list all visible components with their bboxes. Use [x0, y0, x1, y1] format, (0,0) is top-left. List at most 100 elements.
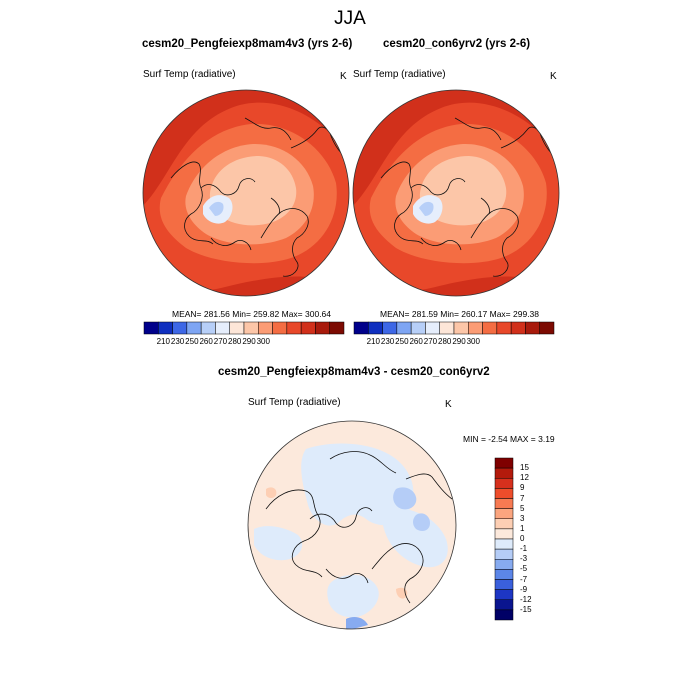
- colorbar-swatch: [229, 321, 245, 335]
- colorbar-tick-label: 1: [520, 523, 525, 533]
- colorbar-tick-label: 300: [466, 337, 480, 346]
- right-stats: MEAN= 281.59 Min= 260.17 Max= 299.38: [380, 309, 540, 319]
- colorbar-swatch: [158, 321, 173, 335]
- colorbar-tick-label: 9: [520, 483, 525, 493]
- colorbar-swatch: [494, 478, 514, 489]
- map-boundary: [247, 420, 457, 630]
- colorbar-tick-label: 270: [213, 337, 228, 346]
- diff-cooler-patch: [393, 487, 417, 510]
- map-boundary: [142, 89, 350, 297]
- colorbar-tick-label: 0: [520, 534, 525, 543]
- colorbar-swatch: [453, 321, 469, 335]
- colorbar-swatch: [539, 321, 555, 335]
- coastline-arctic-islands: [200, 178, 256, 196]
- colorbar-tick-label: 15: [520, 463, 529, 473]
- colorbar-tick-label: 5: [520, 503, 525, 513]
- colorbar-swatch: [368, 321, 383, 335]
- left-variable-label: Surf Temp (radiative): [143, 69, 236, 80]
- right-colorbar: [353, 321, 555, 335]
- colorbar-tick-label: -9: [520, 584, 528, 594]
- diff-cool-patch: [301, 443, 414, 526]
- colorbar-swatch: [496, 321, 512, 335]
- left-polar-map: [142, 89, 350, 297]
- colorbar-swatch: [494, 488, 514, 499]
- colorbar-swatch: [494, 579, 514, 590]
- colorbar-swatch: [425, 321, 440, 335]
- diff-cool-patch: [382, 508, 448, 568]
- coastline-americas: [170, 161, 214, 245]
- right-panel-title: cesm20_con6yrv2 (yrs 2-6): [383, 38, 531, 50]
- colorbar-tick-label: 280: [228, 337, 242, 346]
- colorbar-swatch: [200, 321, 216, 335]
- coastline-americas: [265, 489, 323, 578]
- colorbar-tick-label: -12: [520, 594, 532, 604]
- colorbar-swatch: [410, 321, 426, 335]
- colorbar-tick-label: 250: [395, 337, 409, 346]
- colorbar-swatch: [215, 321, 230, 335]
- left-panel-title: cesm20_Pengfeiexp8mam4v3 (yrs 2-6): [142, 38, 353, 50]
- diff-cooler-patch: [413, 513, 430, 531]
- colorbar-swatch: [468, 321, 483, 335]
- colorbar-swatch: [439, 321, 455, 335]
- diff-colorbar: [494, 457, 514, 621]
- colorbar-swatch: [494, 548, 514, 560]
- colorbar-tick-label: -7: [520, 574, 528, 584]
- colorbar-swatch: [494, 569, 514, 580]
- colorbar-swatch: [494, 528, 514, 540]
- diff-units-label: K: [445, 399, 452, 410]
- colorbar-swatch: [143, 321, 159, 335]
- colorbar-tick-label: 300: [256, 337, 270, 346]
- colorbar-swatch: [494, 508, 514, 519]
- left-stats: MEAN= 281.56 Min= 259.82 Max= 300.64: [172, 309, 332, 319]
- coastline-east-siberia: [454, 117, 502, 141]
- coastline-arctic-islands: [309, 507, 373, 528]
- colorbar-swatch: [172, 321, 188, 335]
- colorbar-tick-label: 12: [520, 473, 529, 483]
- colorbar-tick-label: -3: [520, 554, 528, 564]
- colorbar-tick-label: -1: [520, 544, 528, 554]
- colorbar-swatch: [243, 321, 259, 335]
- colorbar-tick-label: 280: [438, 337, 452, 346]
- colorbar-swatch: [353, 321, 369, 335]
- colorbar-swatch: [510, 321, 526, 335]
- coastline-east-siberia: [244, 117, 292, 141]
- left-units-label: K: [340, 71, 347, 82]
- colorbar-tick-label: 290: [242, 337, 256, 346]
- coastline-north-atlantic: [210, 237, 252, 251]
- colorbar-swatch: [494, 599, 514, 611]
- coastline-svalbard: [480, 197, 490, 215]
- diff-cool-patch: [254, 526, 303, 561]
- map-boundary: [352, 89, 560, 297]
- right-variable-label: Surf Temp (radiative): [353, 69, 446, 80]
- map-greenland-core: [419, 201, 434, 216]
- colorbar-swatch: [186, 321, 202, 335]
- colorbar-tick-label: 290: [452, 337, 466, 346]
- figure-title: JJA: [334, 8, 366, 29]
- colorbar-tick-label: 260: [409, 337, 423, 346]
- colorbar-tick-label: 210: [366, 337, 380, 346]
- colorbar-swatch: [382, 321, 398, 335]
- colorbar-swatch: [482, 321, 498, 335]
- diff-polar-map: [247, 420, 457, 630]
- colorbar-swatch: [494, 467, 514, 479]
- coastline-americas: [380, 161, 424, 245]
- colorbar-tick-label: 270: [423, 337, 438, 346]
- diff-variable-label: Surf Temp (radiative): [248, 397, 341, 408]
- colorbar-tick-label: 260: [199, 337, 213, 346]
- colorbar-swatch: [272, 321, 288, 335]
- colorbar-swatch: [315, 321, 330, 335]
- colorbar-swatch: [396, 321, 412, 335]
- right-colorbar-ticks: 210 230 250 260 270 280 290 300: [354, 337, 554, 349]
- coastline-north-atlantic: [420, 237, 462, 251]
- colorbar-swatch: [286, 321, 302, 335]
- map-greenland-core: [209, 201, 224, 216]
- colorbar-swatch: [494, 518, 514, 530]
- coastline-siberia: [290, 126, 348, 159]
- coastline-eurasia-south: [371, 543, 424, 604]
- colorbar-tick-label: 210: [156, 337, 170, 346]
- left-colorbar-ticks: 210 230 250 260 270 280 290 300: [144, 337, 344, 349]
- colorbar-swatch: [525, 321, 540, 335]
- diff-colorbar-ticks: 15 12 9 7 5 3 1 0 -1 -3 -5 -7 -9 -12 -15: [518, 458, 558, 620]
- colorbar-swatch: [494, 498, 514, 509]
- diff-panel-title: cesm20_Pengfeiexp8mam4v3 - cesm20_con6yr…: [218, 366, 490, 378]
